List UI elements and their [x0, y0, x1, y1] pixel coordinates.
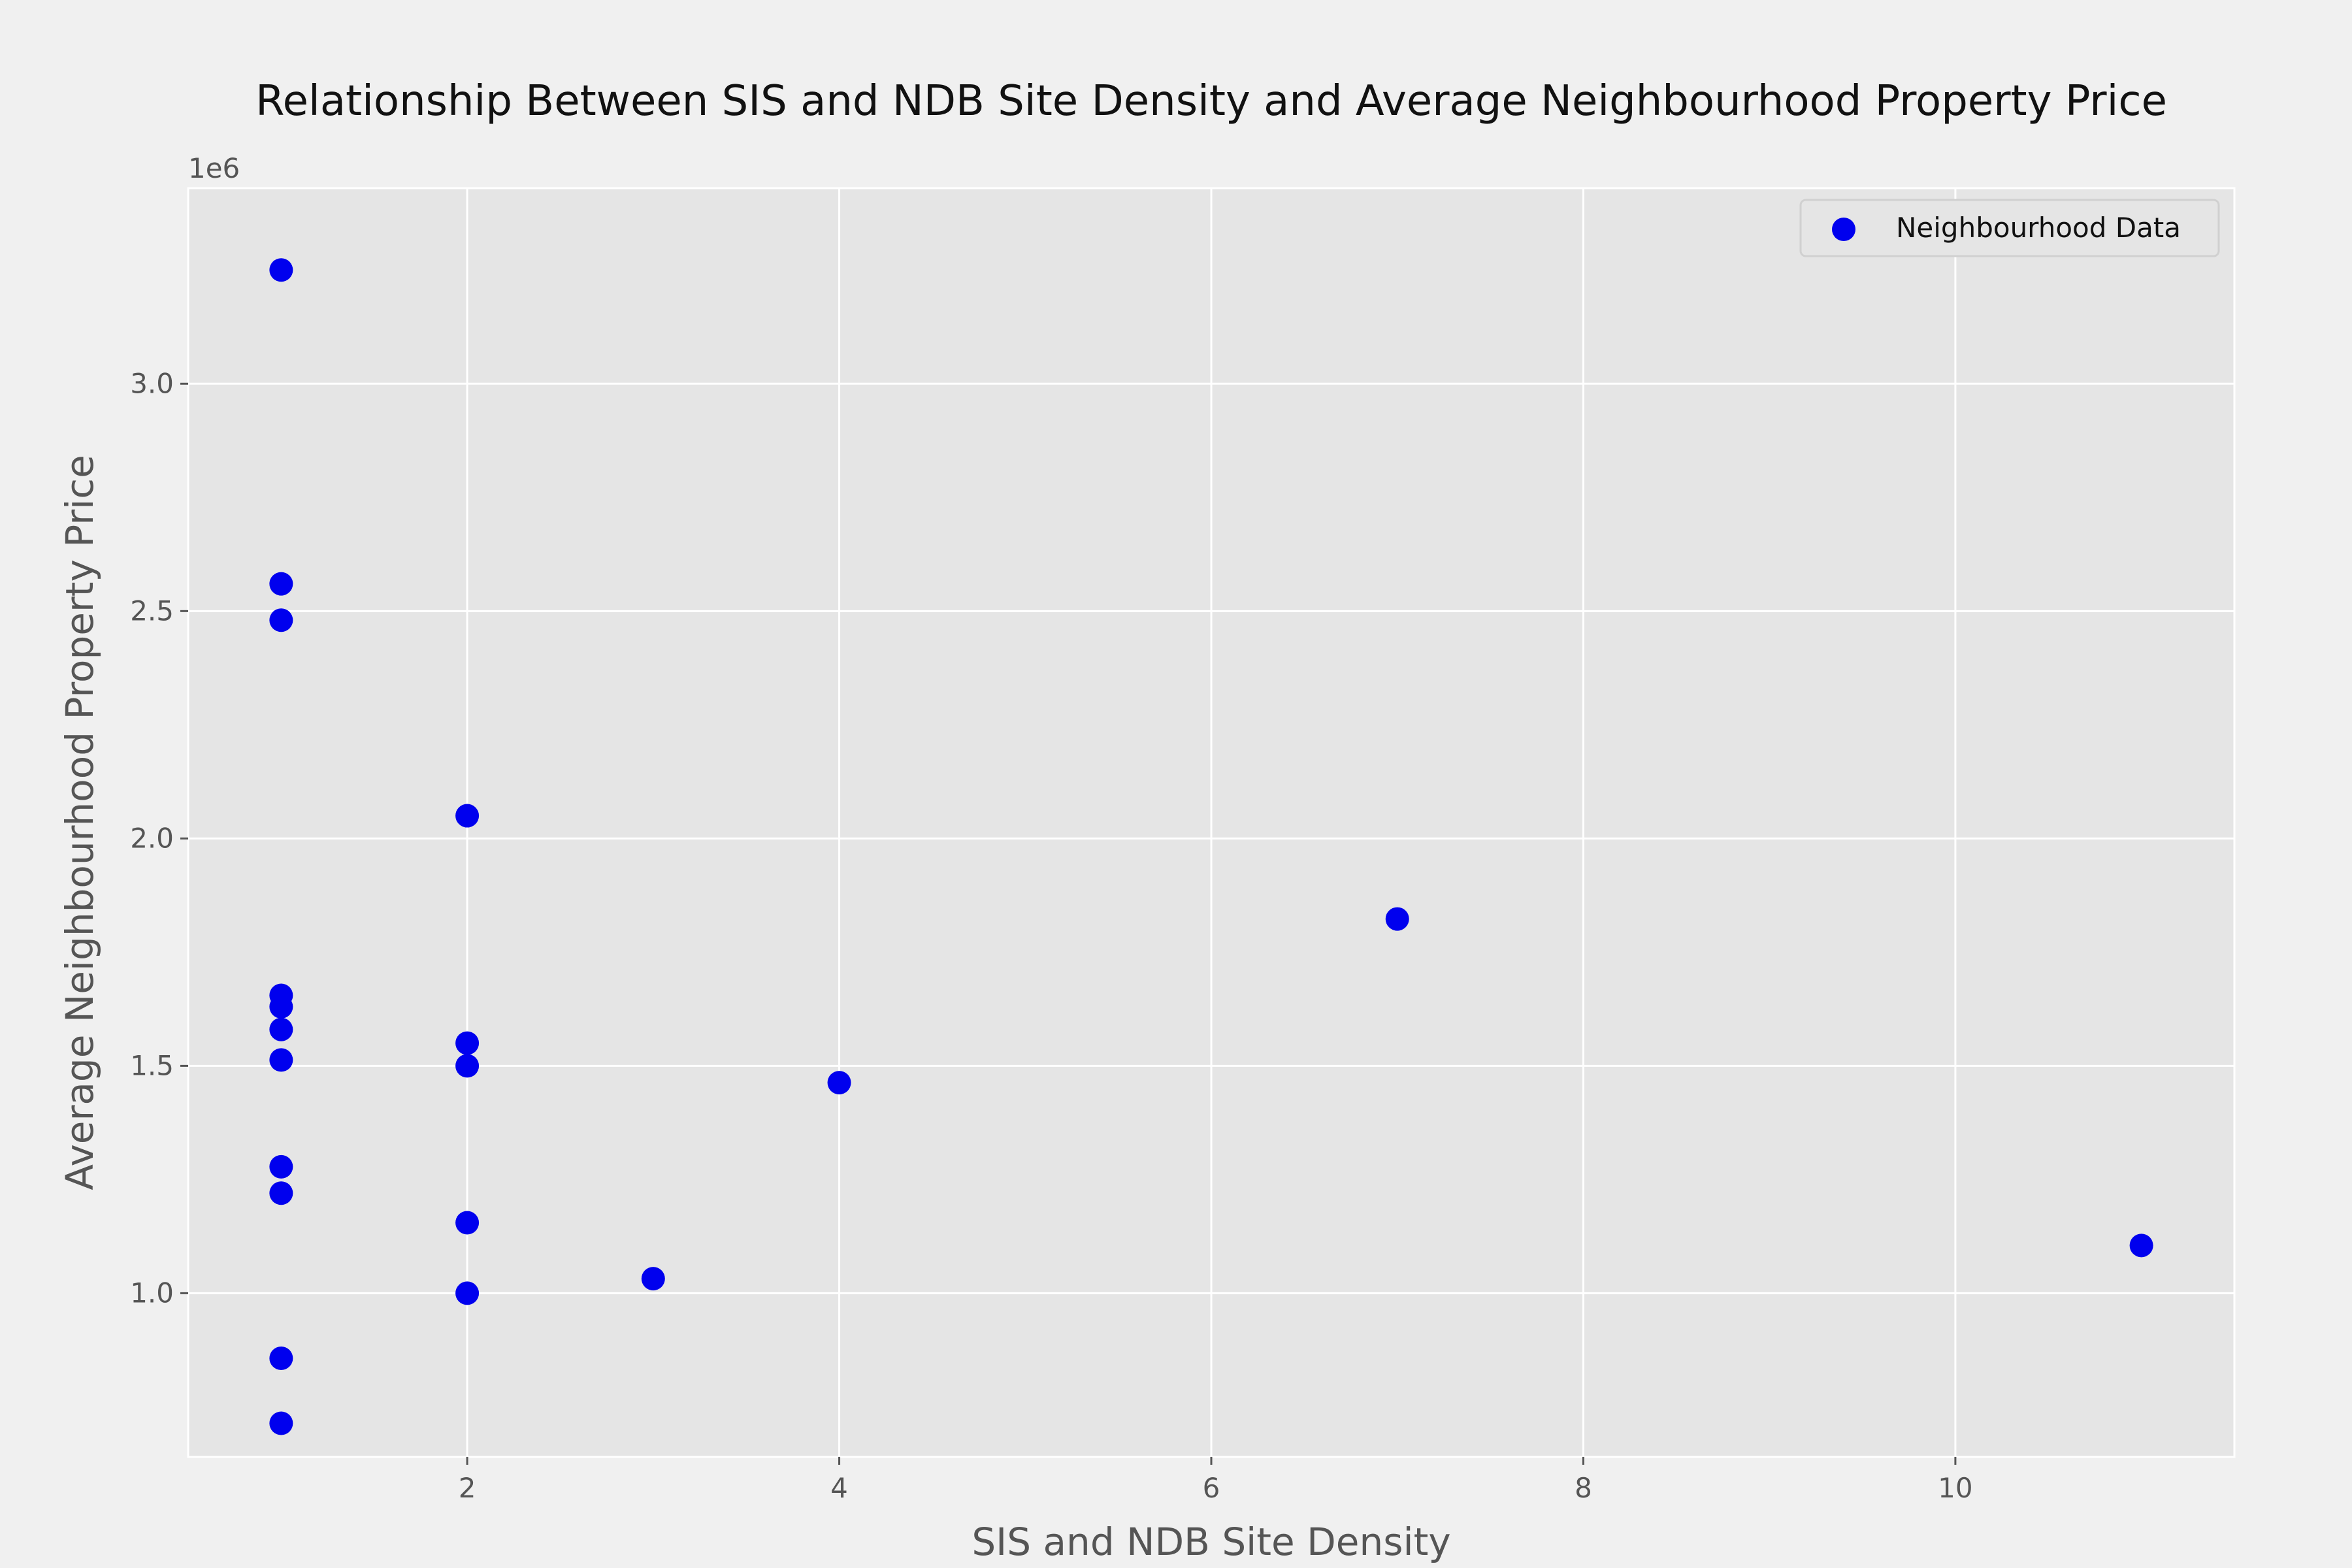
y-tick-label: 1.5 [130, 1049, 174, 1081]
axis-ticks: 2 4 6 8 10 1.0 1.5 2.0 2.5 3.0 [130, 367, 1972, 1504]
data-point [269, 608, 293, 632]
x-tick-label: 10 [1938, 1472, 1972, 1504]
data-point [455, 1281, 480, 1305]
data-point [269, 1181, 293, 1205]
x-tick-label: 4 [830, 1472, 848, 1504]
data-point [269, 1154, 293, 1179]
x-tick-label: 6 [1203, 1472, 1220, 1504]
data-point [641, 1267, 665, 1291]
data-point [269, 258, 293, 282]
y-axis-label: Average Neighbourhood Property Price [57, 455, 102, 1190]
y-axis-offset-text: 1e6 [188, 152, 240, 184]
y-tick-label: 2.5 [130, 595, 174, 627]
data-point [455, 1211, 480, 1235]
data-point [455, 1031, 480, 1055]
x-tick-label: 8 [1575, 1472, 1592, 1504]
legend: Neighbourhood Data [1799, 199, 2220, 257]
data-point [2129, 1233, 2153, 1258]
data-point [455, 804, 480, 828]
data-point [269, 994, 293, 1019]
y-tick-label: 2.0 [130, 822, 174, 854]
y-tick-label: 3.0 [130, 367, 174, 399]
x-axis-label: SIS and NDB Site Density [972, 1520, 1450, 1564]
chart-title: Relationship Between SIS and NDB Site De… [255, 77, 2167, 125]
data-point [455, 1054, 480, 1078]
y-tick-label: 1.0 [130, 1277, 174, 1309]
data-point [269, 1048, 293, 1072]
data-points [269, 258, 2153, 1435]
data-point [1385, 907, 1409, 931]
data-point [269, 1346, 293, 1370]
x-tick-label: 2 [459, 1472, 476, 1504]
legend-marker [1832, 218, 1855, 241]
grid-lines [188, 188, 2234, 1457]
data-point [269, 572, 293, 596]
legend-box [1799, 199, 2220, 257]
legend-label: Neighbourhood Data [1896, 212, 2181, 244]
data-point [269, 1017, 293, 1041]
data-point [269, 1411, 293, 1435]
data-point [827, 1071, 851, 1095]
